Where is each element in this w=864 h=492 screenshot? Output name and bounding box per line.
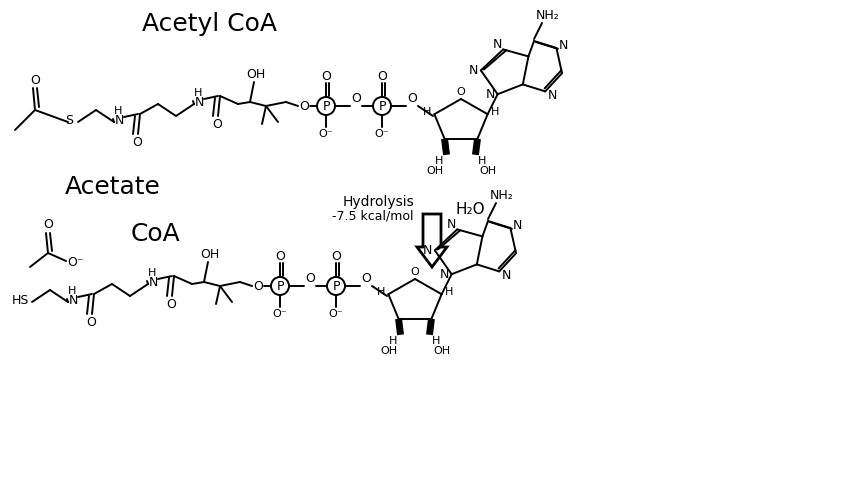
Text: -7.5 kcal/mol: -7.5 kcal/mol — [333, 210, 414, 222]
Text: Acetate: Acetate — [65, 175, 161, 199]
Text: N: N — [486, 88, 495, 101]
Text: H: H — [194, 88, 202, 98]
Text: O⁻: O⁻ — [319, 129, 334, 139]
Text: NH₂: NH₂ — [490, 188, 514, 202]
Text: H: H — [479, 156, 486, 166]
Text: H: H — [432, 336, 441, 346]
Text: O: O — [212, 118, 222, 130]
Text: N: N — [114, 114, 124, 126]
Text: O: O — [305, 272, 315, 284]
Text: H: H — [67, 286, 76, 296]
Text: O: O — [275, 250, 285, 264]
Text: O: O — [253, 279, 263, 293]
Text: Acetyl CoA: Acetyl CoA — [143, 12, 277, 36]
Text: O: O — [166, 298, 176, 310]
Text: H: H — [378, 287, 385, 297]
Text: N: N — [469, 64, 479, 77]
Text: NH₂: NH₂ — [537, 8, 560, 22]
Text: N: N — [149, 276, 158, 288]
Text: N: N — [559, 38, 569, 52]
Text: OH: OH — [426, 166, 443, 176]
Text: H: H — [114, 106, 122, 116]
Text: H: H — [423, 107, 431, 117]
Text: P: P — [322, 99, 330, 113]
Text: O: O — [331, 250, 341, 264]
Text: O: O — [361, 272, 371, 284]
Text: N: N — [447, 218, 456, 231]
Text: O: O — [321, 70, 331, 84]
Text: N: N — [501, 269, 511, 282]
Text: O: O — [351, 92, 361, 104]
Text: S: S — [65, 115, 73, 127]
Text: H: H — [435, 156, 444, 166]
Text: O: O — [457, 87, 466, 97]
Text: O: O — [43, 218, 53, 232]
Text: H: H — [491, 107, 499, 117]
Text: O: O — [86, 315, 96, 329]
FancyArrow shape — [417, 214, 447, 267]
Text: O⁻: O⁻ — [67, 255, 83, 269]
Text: H: H — [444, 287, 453, 297]
Text: O: O — [377, 70, 387, 84]
Text: H: H — [390, 336, 397, 346]
Text: OH: OH — [479, 166, 496, 176]
Text: O: O — [410, 267, 419, 277]
Text: O⁻: O⁻ — [273, 309, 288, 319]
Text: N: N — [194, 95, 204, 109]
Text: N: N — [492, 38, 502, 51]
Text: N: N — [548, 89, 557, 102]
Text: O: O — [132, 135, 142, 149]
Text: O: O — [30, 73, 40, 87]
Text: O⁻: O⁻ — [328, 309, 343, 319]
Text: OH: OH — [200, 247, 219, 260]
Text: N: N — [423, 244, 433, 257]
Text: N: N — [512, 218, 522, 232]
Text: O⁻: O⁻ — [375, 129, 390, 139]
Text: OH: OH — [433, 346, 450, 356]
Text: H₂O: H₂O — [455, 202, 485, 216]
Text: P: P — [378, 99, 385, 113]
Text: N: N — [440, 268, 449, 281]
Text: H: H — [148, 268, 156, 278]
Text: P: P — [333, 279, 340, 293]
Text: OH: OH — [380, 346, 397, 356]
Text: P: P — [276, 279, 283, 293]
Text: OH: OH — [246, 67, 265, 81]
Text: N: N — [68, 294, 78, 307]
Text: O: O — [299, 99, 309, 113]
Text: O: O — [407, 92, 417, 104]
Text: CoA: CoA — [130, 222, 180, 246]
Text: Hydrolysis: Hydrolysis — [342, 195, 414, 209]
Text: HS: HS — [11, 294, 29, 307]
